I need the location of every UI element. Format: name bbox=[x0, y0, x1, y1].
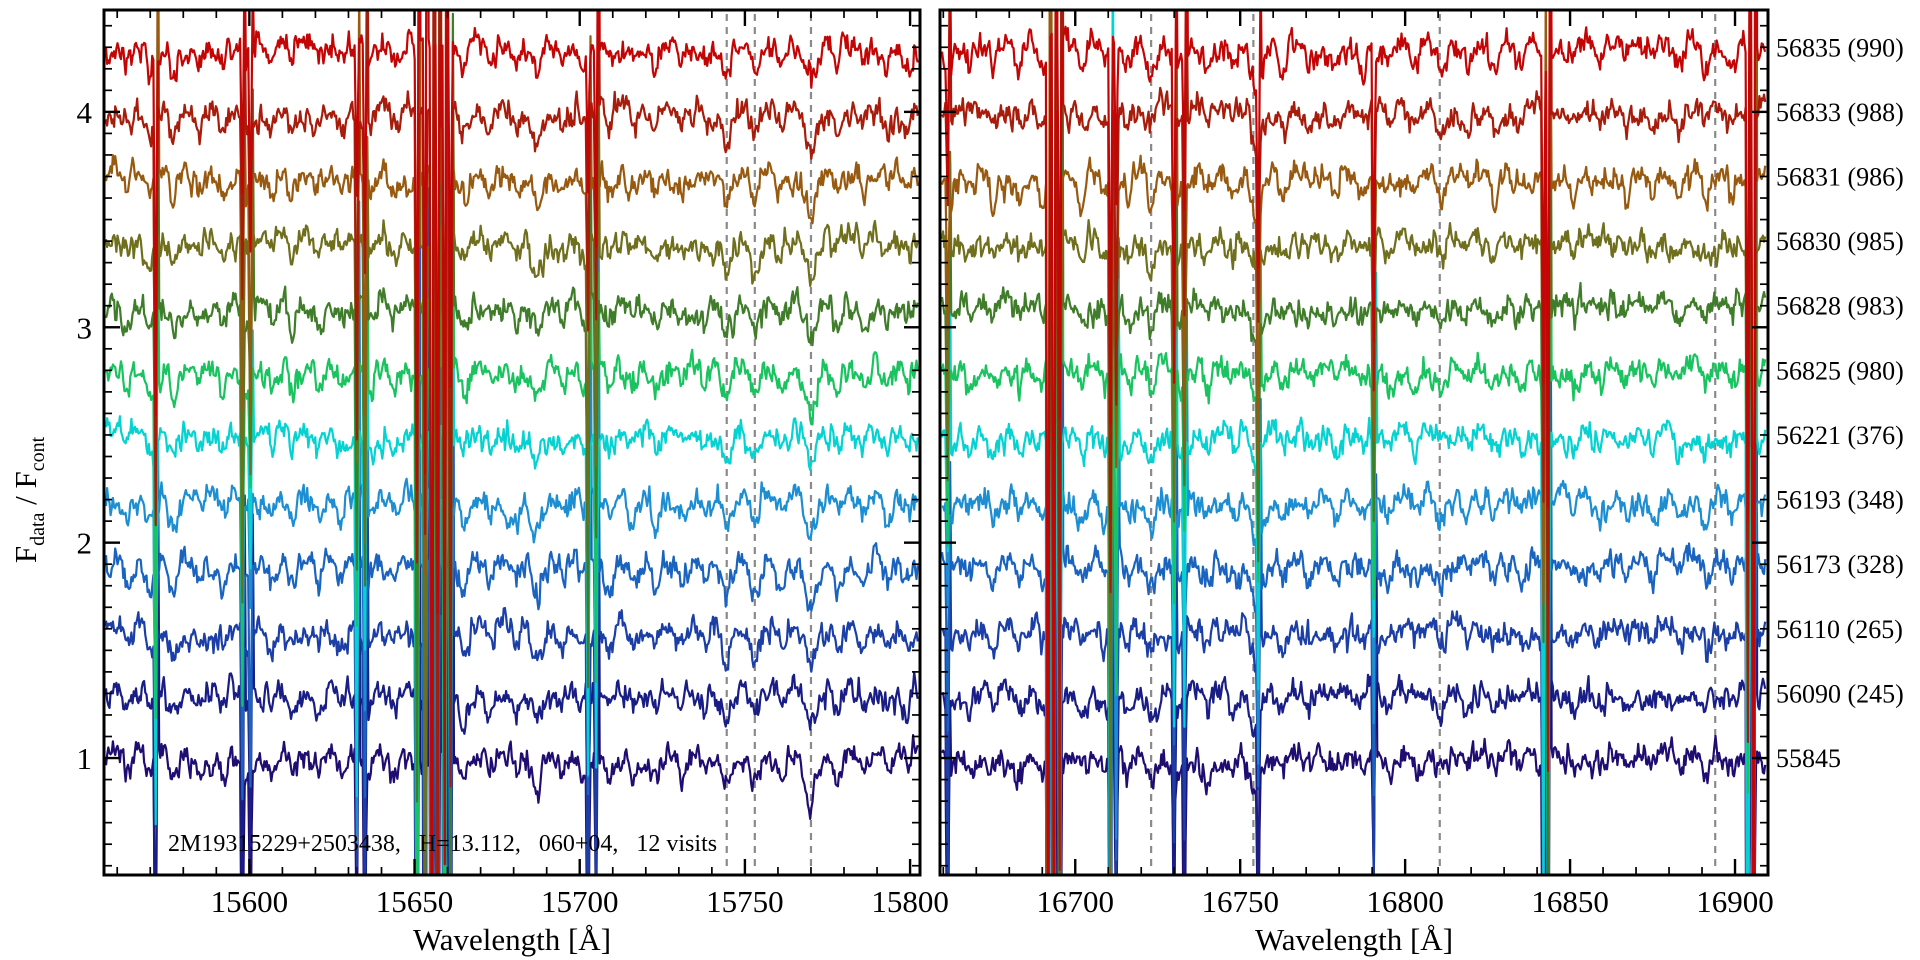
spectra-group bbox=[940, 10, 1767, 875]
spectrum-55845 bbox=[941, 10, 1767, 875]
x-tick-label: 15600 bbox=[211, 884, 289, 919]
spectrum-56835 bbox=[104, 10, 919, 875]
spectrum-56110 bbox=[104, 10, 919, 875]
y-tick-label: 1 bbox=[77, 741, 93, 776]
spectrum-56833 bbox=[104, 10, 919, 875]
visit-label-56110: 56110 (265) bbox=[1776, 615, 1903, 644]
visit-label-56825: 56825 (980) bbox=[1776, 356, 1904, 385]
y-axis-title: Fdata / Fcont bbox=[8, 436, 49, 563]
spectrum-56193 bbox=[941, 10, 1767, 875]
spectrum-56193 bbox=[104, 10, 919, 875]
x-tick-label: 15650 bbox=[376, 884, 454, 919]
visit-label-56833: 56833 (988) bbox=[1776, 98, 1904, 127]
x-tick-label: 16750 bbox=[1201, 884, 1279, 919]
spectrum-56830 bbox=[940, 10, 1767, 875]
y-tick-label: 2 bbox=[77, 526, 93, 561]
x-tick-label: 16900 bbox=[1696, 884, 1774, 919]
spectrum-56825 bbox=[940, 10, 1767, 875]
visit-label-56830: 56830 (985) bbox=[1776, 227, 1904, 256]
visit-label-56173: 56173 (328) bbox=[1776, 550, 1904, 579]
visit-label-56835: 56835 (990) bbox=[1776, 33, 1904, 62]
spectrum-56173 bbox=[104, 10, 919, 875]
panel-frame bbox=[938, 8, 1770, 877]
panel-red-chip: 16700 16750 16800 16850 16900 bbox=[938, 8, 1774, 919]
x-axis-title-left: Wavelength [Å] bbox=[413, 922, 611, 957]
spectra-group bbox=[104, 10, 919, 875]
visit-label-56090: 56090 (245) bbox=[1776, 679, 1904, 708]
spectrum-56828 bbox=[940, 10, 1767, 875]
panel-frame bbox=[102, 8, 922, 877]
spectrum-55845 bbox=[104, 10, 919, 875]
y-tick-label: 3 bbox=[77, 310, 93, 345]
spectrum-56825 bbox=[105, 10, 919, 875]
spectrum-56110 bbox=[941, 10, 1767, 875]
spectrum-56221 bbox=[940, 10, 1767, 875]
spectrum-56831 bbox=[104, 10, 919, 875]
visit-label-56828: 56828 (983) bbox=[1776, 292, 1904, 321]
x-tick-label: 15750 bbox=[706, 884, 784, 919]
x-tick-label: 16850 bbox=[1531, 884, 1609, 919]
spectrum-56835 bbox=[940, 10, 1767, 875]
visit-label-56221: 56221 (376) bbox=[1776, 421, 1904, 450]
x-tick-label: 16700 bbox=[1037, 884, 1115, 919]
spectrum-56090 bbox=[104, 150, 919, 875]
visit-label-56831: 56831 (986) bbox=[1776, 162, 1904, 191]
x-tick-label: 15800 bbox=[871, 884, 949, 919]
spectrum-56833 bbox=[941, 10, 1767, 875]
spectrum-56828 bbox=[104, 10, 919, 875]
spectrum-56221 bbox=[104, 10, 919, 875]
x-axis-title-right: Wavelength [Å] bbox=[1255, 922, 1453, 957]
panel-blue-chip: 15600 15650 15700 15750 15800 4 3 2 1 bbox=[77, 8, 949, 919]
target-annotation: 2M19315229+2503438, H=13.112, 060+04, 12… bbox=[168, 831, 717, 857]
spectrum-56830 bbox=[104, 10, 919, 875]
y-tick-label: 4 bbox=[77, 95, 93, 130]
visit-label-56193: 56193 (348) bbox=[1776, 486, 1904, 515]
spectrum-56173 bbox=[940, 10, 1767, 875]
spectrum-56831 bbox=[940, 10, 1767, 875]
spectrum-56090 bbox=[941, 10, 1767, 875]
visit-label-55845: 55845 bbox=[1776, 744, 1841, 773]
x-tick-label: 15700 bbox=[541, 884, 619, 919]
x-tick-label: 16800 bbox=[1366, 884, 1444, 919]
